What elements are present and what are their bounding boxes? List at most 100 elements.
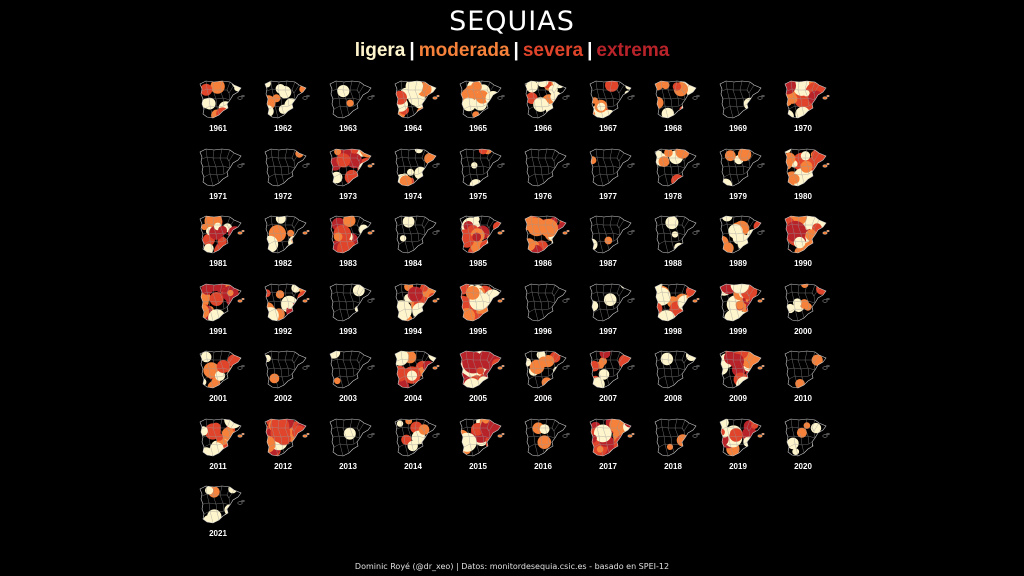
year-label: 1961 [209,124,227,133]
drought-patch [724,309,742,321]
island-outline [566,432,570,435]
country-outline [264,80,307,119]
map-1979: 1979 [716,142,772,209]
region-borders [656,418,690,456]
island-outline [761,162,765,165]
island-outline [241,364,245,368]
island-outline [562,163,568,168]
island-outline [367,366,373,370]
region-borders [786,350,820,389]
island-outline [696,229,700,233]
spain-map-icon [394,215,440,254]
drought-patch [235,440,241,447]
island-outline [237,298,243,303]
region-borders [721,283,755,321]
map-1998: 1998 [651,277,707,344]
spain-map-icon [329,80,375,119]
page-title: SEQUIAS [449,6,575,37]
drought-patch [671,231,679,238]
drought-patch [539,423,550,434]
year-label: 1998 [664,326,682,336]
drought-patch [414,98,424,109]
region-borders [526,350,560,389]
drought-patch [334,377,341,385]
spain-map-icon [589,283,635,321]
island-outline [562,96,568,100]
drought-patch [200,351,212,363]
island-outline [822,231,828,235]
country-outline [784,350,827,389]
year-label: 1982 [274,259,292,268]
region-borders [396,80,430,119]
region-borders [396,350,430,389]
drought-patch [620,283,629,289]
drought-patch [690,244,696,252]
region-borders [396,148,430,186]
region-borders [526,80,560,119]
country-outline [199,80,242,119]
drought-patch [337,219,344,227]
spain-map-icon [329,215,375,254]
year-label: 1978 [664,191,682,201]
region-borders [201,80,235,119]
spain-map-icon [654,80,700,119]
island-outline [241,297,245,300]
island-outline [562,433,568,438]
year-label: 1987 [599,259,617,268]
island-outline [432,298,438,303]
spain-map-icon [394,283,440,321]
drought-patch [205,486,214,495]
drought-patch [476,367,485,375]
island-outline [436,364,440,368]
spain-map-icon [654,148,700,186]
drought-patch [485,383,494,388]
island-outline [371,229,375,233]
legend-severa: severa [522,40,584,61]
year-label: 2004 [404,394,422,403]
drought-patch [275,216,286,224]
drought-patch [460,432,477,452]
spain-map-icon [264,215,310,254]
country-outline [654,215,697,254]
country-outline [394,215,437,254]
drought-patch [284,98,299,113]
country-outline [589,80,632,119]
small-multiples-grid: 1961 1962 1963 1964 1965 1966 1967 1968 1969 1970… [196,74,837,547]
drought-patch [590,110,596,118]
year-label: 2011 [209,461,227,471]
country-outline [719,418,762,456]
drought-patch [685,300,695,310]
map-2014: 2014 [391,412,447,479]
map-1988: 1988 [651,209,707,276]
map-1962: 1962 [261,74,317,141]
map-1972: 1972 [261,142,317,209]
map-1993: 1993 [326,277,382,344]
year-label: 2019 [729,461,747,471]
drought-patch [747,239,757,249]
country-outline [589,215,632,254]
drought-patch [604,236,613,245]
island-outline [692,366,698,370]
region-borders [331,215,365,254]
spain-map-icon [394,80,440,119]
map-2015: 2015 [456,412,512,479]
spain-map-icon [784,80,830,119]
spain-map-icon [459,350,505,389]
island-outline [631,162,635,165]
drought-patch [424,375,436,388]
year-label: 1993 [339,326,357,336]
country-outline [329,283,372,321]
region-borders [461,80,495,119]
island-outline [302,163,308,168]
map-1995: 1995 [456,277,512,344]
spain-map-icon [199,418,245,456]
drought-patch [681,179,694,186]
drought-patch [489,239,498,248]
year-label: 1970 [794,124,812,133]
country-outline [784,215,827,254]
region-borders [656,215,690,254]
country-outline [394,350,437,389]
country-outline [784,148,827,186]
drought-patch [472,232,482,242]
drought-patch [555,232,563,240]
